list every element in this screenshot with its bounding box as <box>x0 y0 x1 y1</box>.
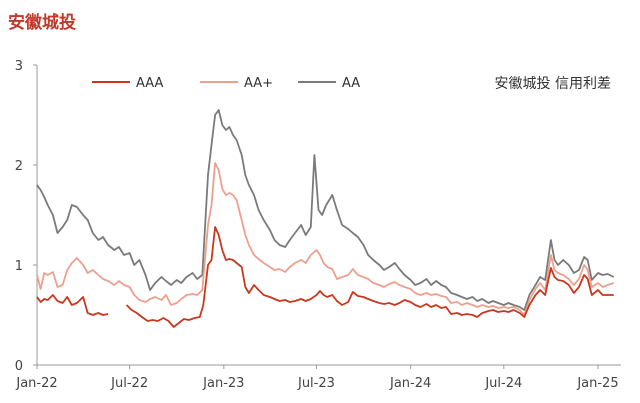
x-tick-label: Jul-22 <box>110 376 148 391</box>
series-layer <box>36 109 615 328</box>
x-tick-label: Jul-24 <box>484 376 522 391</box>
series-line-aa <box>36 109 615 311</box>
x-tick-label: Jul-23 <box>297 376 335 391</box>
x-tick-label: Jan-23 <box>202 376 244 391</box>
y-tick-label: 3 <box>15 59 23 74</box>
chart-annotation: 安徽城投 信用利差 <box>495 76 611 92</box>
series-line-aa-plus <box>36 162 615 316</box>
chart-legend: AAA AA+ AA <box>92 76 360 91</box>
y-tick-label: 0 <box>15 359 23 374</box>
chart-axes: 0 1 2 3 Jan-22 Jul-22 Jan-23 Jul-23 Jan-24 Jul-24… <box>15 59 621 391</box>
series-line-aaa <box>36 226 614 328</box>
legend-label: AA <box>342 76 360 91</box>
x-tick-label: Jan-22 <box>15 376 57 391</box>
x-tick-label: Jan-25 <box>576 376 618 391</box>
x-tick-label: Jan-24 <box>389 376 431 391</box>
legend-label: AAA <box>136 76 164 91</box>
page-title: 安徽城投 <box>8 13 76 33</box>
legend-label: AA+ <box>244 76 273 91</box>
y-tick-label: 2 <box>15 159 23 174</box>
y-tick-label: 1 <box>15 259 23 274</box>
